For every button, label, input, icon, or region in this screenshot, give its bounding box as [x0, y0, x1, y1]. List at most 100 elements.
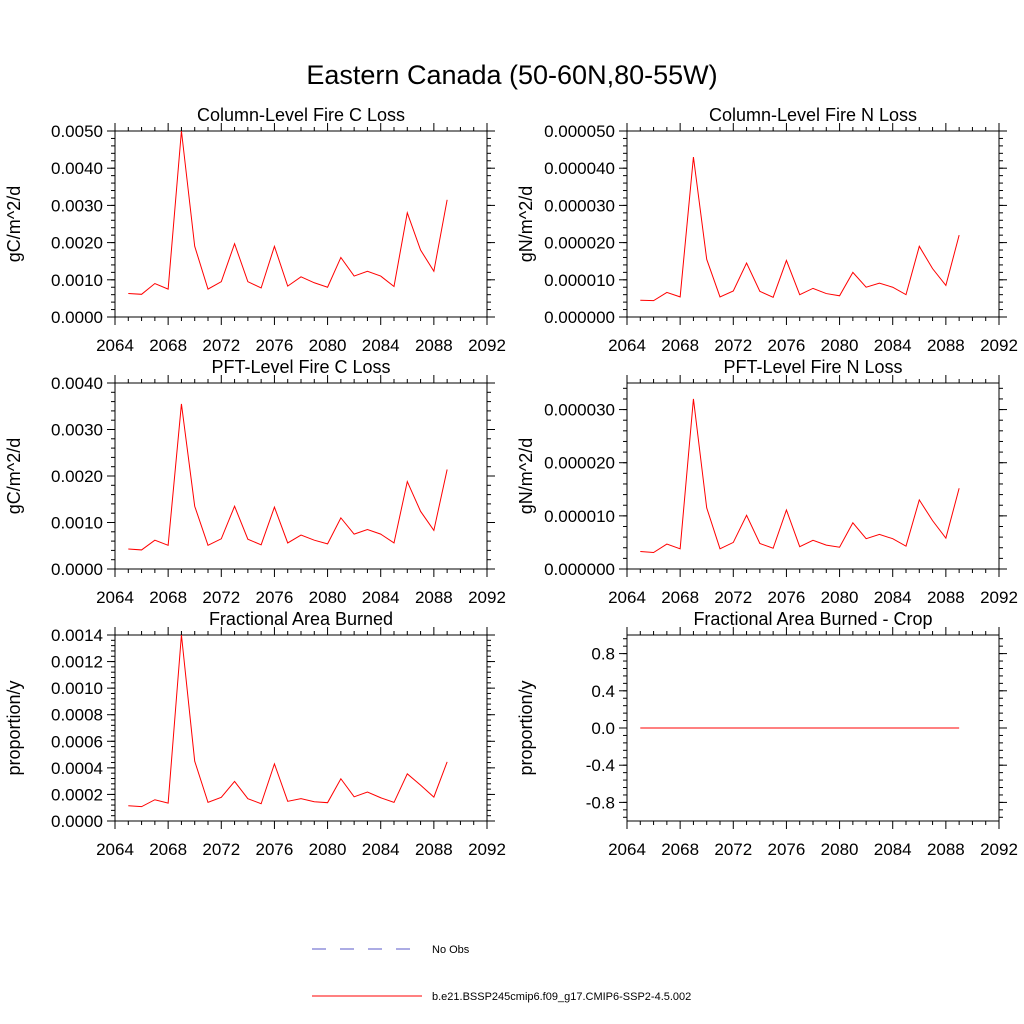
y-tick-label: 0.0008: [51, 706, 103, 725]
x-tick-label: 2064: [608, 840, 646, 859]
y-tick-label: 0.0020: [51, 234, 103, 253]
x-tick-label: 2088: [415, 588, 453, 607]
x-tick-label: 2068: [149, 840, 187, 859]
x-tick-label: 2064: [608, 588, 646, 607]
panel-1: Column-Level Fire C Loss gC/m^2/d 2064 2068…: [4, 105, 506, 355]
y-tick-label: 0.0020: [51, 467, 103, 486]
panel-title: Fractional Area Burned: [209, 609, 393, 629]
x-tick-label: 2080: [821, 336, 859, 355]
x-tick-label: 2084: [362, 336, 400, 355]
x-tick-label: 2092: [980, 336, 1018, 355]
legend: No Obs b.e21.BSSP245cmip6.f09_g17.CMIP6-…: [312, 944, 691, 1003]
y-tick-label: 0.000000: [544, 560, 615, 579]
series-line: [128, 403, 448, 551]
x-tick-label: 2072: [202, 588, 240, 607]
y-tick-label: 0.8: [591, 645, 615, 664]
x-tick-label: 2092: [468, 840, 506, 859]
x-tick-label: 2072: [714, 588, 752, 607]
x-tick-label: 2088: [415, 336, 453, 355]
x-tick-label: 2080: [309, 840, 347, 859]
y-tick-label: 0.000010: [544, 507, 615, 526]
x-tick-label: 2072: [714, 336, 752, 355]
y-tick-label: 0.0: [591, 719, 615, 738]
x-tick-label: 2076: [768, 588, 806, 607]
panel-title: Fractional Area Burned - Crop: [693, 609, 932, 629]
x-tick-label: 2076: [256, 336, 294, 355]
figure-title: Eastern Canada (50-60N,80-55W): [306, 60, 717, 90]
legend-label-model: b.e21.BSSP245cmip6.f09_g17.CMIP6-SSP2-4.…: [432, 991, 691, 1003]
series-line: [128, 130, 448, 295]
y-tick-label: 0.0040: [51, 374, 103, 393]
plot-frame: [626, 382, 1000, 570]
x-tick-label: 2088: [927, 840, 965, 859]
panel-title: PFT-Level Fire C Loss: [211, 357, 390, 377]
x-tick-label: 2080: [821, 588, 859, 607]
y-tick-label: 0.000030: [544, 196, 615, 215]
x-tick-label: 2080: [309, 336, 347, 355]
legend-label-obs: No Obs: [432, 944, 470, 956]
y-axis-label: gN/m^2/d: [516, 438, 536, 514]
x-tick-label: 2092: [980, 588, 1018, 607]
plot-frame: [626, 130, 1000, 318]
x-tick-label: 2088: [927, 588, 965, 607]
x-tick-label: 2068: [149, 336, 187, 355]
y-tick-label: 0.0030: [51, 196, 103, 215]
x-tick-label: 2092: [980, 840, 1018, 859]
x-tick-label: 2084: [874, 588, 912, 607]
y-tick-label: 0.000020: [544, 234, 615, 253]
y-tick-label: 0.000040: [544, 159, 615, 178]
panels: Column-Level Fire C Loss gC/m^2/d 2064 2068…: [4, 105, 1018, 859]
y-tick-label: 0.0000: [51, 812, 103, 831]
panel-6: Fractional Area Burned - Crop proportion/…: [516, 609, 1018, 859]
y-tick-label: 0.0006: [51, 732, 103, 751]
y-tick-label: 0.4: [591, 682, 615, 701]
series-line: [128, 634, 448, 808]
y-axis-label: proportion/y: [516, 680, 536, 775]
y-tick-label: 0.0002: [51, 785, 103, 804]
y-tick-label: 0.0010: [51, 679, 103, 698]
x-tick-label: 2076: [256, 588, 294, 607]
x-tick-label: 2068: [661, 336, 699, 355]
x-tick-label: 2064: [96, 588, 134, 607]
panel-4: PFT-Level Fire N Loss gN/m^2/d 2064 2068 207…: [516, 357, 1018, 607]
y-tick-label: 0.0000: [51, 308, 103, 327]
x-tick-label: 2072: [202, 840, 240, 859]
x-tick-label: 2092: [468, 588, 506, 607]
x-tick-label: 2076: [768, 840, 806, 859]
y-axis-label: gN/m^2/d: [516, 186, 536, 262]
x-tick-label: 2080: [309, 588, 347, 607]
x-tick-label: 2080: [821, 840, 859, 859]
x-tick-label: 2064: [608, 336, 646, 355]
x-tick-label: 2088: [415, 840, 453, 859]
y-tick-label: 0.0040: [51, 159, 103, 178]
plot-frame: [114, 382, 488, 570]
y-tick-label: 0.000050: [544, 122, 615, 141]
y-axis-label: proportion/y: [4, 680, 24, 775]
plot-frame: [114, 634, 488, 822]
x-tick-label: 2092: [468, 336, 506, 355]
y-tick-label: 0.000020: [544, 454, 615, 473]
y-tick-label: 0.0004: [51, 759, 103, 778]
x-tick-label: 2076: [256, 840, 294, 859]
panel-2: Column-Level Fire N Loss gN/m^2/d 2064 2068…: [516, 105, 1018, 355]
y-tick-label: 0.0012: [51, 653, 103, 672]
x-tick-label: 2064: [96, 840, 134, 859]
panel-title: PFT-Level Fire N Loss: [723, 357, 902, 377]
panel-3: PFT-Level Fire C Loss gC/m^2/d 2064 2068 207…: [4, 357, 506, 607]
x-tick-label: 2068: [661, 840, 699, 859]
y-axis-label: gC/m^2/d: [4, 438, 24, 514]
panel-title: Column-Level Fire C Loss: [197, 105, 405, 125]
x-tick-label: 2084: [362, 840, 400, 859]
y-tick-label: -0.8: [586, 793, 615, 812]
y-tick-label: -0.4: [586, 756, 615, 775]
panel-title: Column-Level Fire N Loss: [709, 105, 917, 125]
y-tick-label: 0.000000: [544, 308, 615, 327]
x-tick-label: 2088: [927, 336, 965, 355]
x-tick-label: 2084: [874, 336, 912, 355]
y-tick-label: 0.000010: [544, 271, 615, 290]
x-tick-label: 2072: [202, 336, 240, 355]
x-tick-label: 2068: [149, 588, 187, 607]
plot-frame: [114, 130, 488, 318]
y-tick-label: 0.0050: [51, 122, 103, 141]
